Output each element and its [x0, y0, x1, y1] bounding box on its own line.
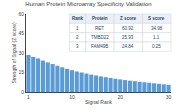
svg-text:Protein: Protein — [92, 16, 108, 21]
svg-text:Signal Rank: Signal Rank — [85, 99, 112, 105]
svg-text:45: 45 — [18, 30, 24, 36]
svg-text:60.92: 60.92 — [122, 26, 134, 31]
svg-text:30: 30 — [166, 94, 172, 100]
svg-text:24.84: 24.84 — [122, 44, 134, 49]
svg-text:S score: S score — [148, 16, 165, 21]
svg-text:1: 1 — [27, 94, 30, 100]
svg-text:1: 1 — [76, 26, 79, 31]
svg-text:30: 30 — [18, 50, 24, 56]
svg-text:15: 15 — [18, 69, 24, 75]
svg-text:3: 3 — [76, 44, 79, 49]
svg-text:FAM49B: FAM49B — [91, 44, 108, 49]
svg-text:10: 10 — [69, 94, 75, 100]
svg-text:2: 2 — [76, 35, 79, 40]
svg-text:Z score: Z score — [120, 16, 137, 21]
svg-text:Strength of Signal (Z score): Strength of Signal (Z score) — [11, 22, 17, 83]
svg-text:0.25: 0.25 — [152, 44, 161, 49]
svg-text:1.1: 1.1 — [153, 35, 160, 40]
svg-text:RET: RET — [95, 26, 104, 31]
svg-text:Rank: Rank — [72, 16, 84, 21]
svg-text:Human Protein Microarray Speci: Human Protein Microarray Specificity Val… — [25, 1, 151, 7]
svg-text:20: 20 — [117, 94, 123, 100]
svg-text:0: 0 — [21, 89, 24, 95]
svg-text:25.93: 25.93 — [122, 35, 134, 40]
svg-text:60: 60 — [18, 11, 24, 17]
svg-text:34.98: 34.98 — [151, 26, 163, 31]
svg-text:TMBD22: TMBD22 — [91, 35, 109, 40]
